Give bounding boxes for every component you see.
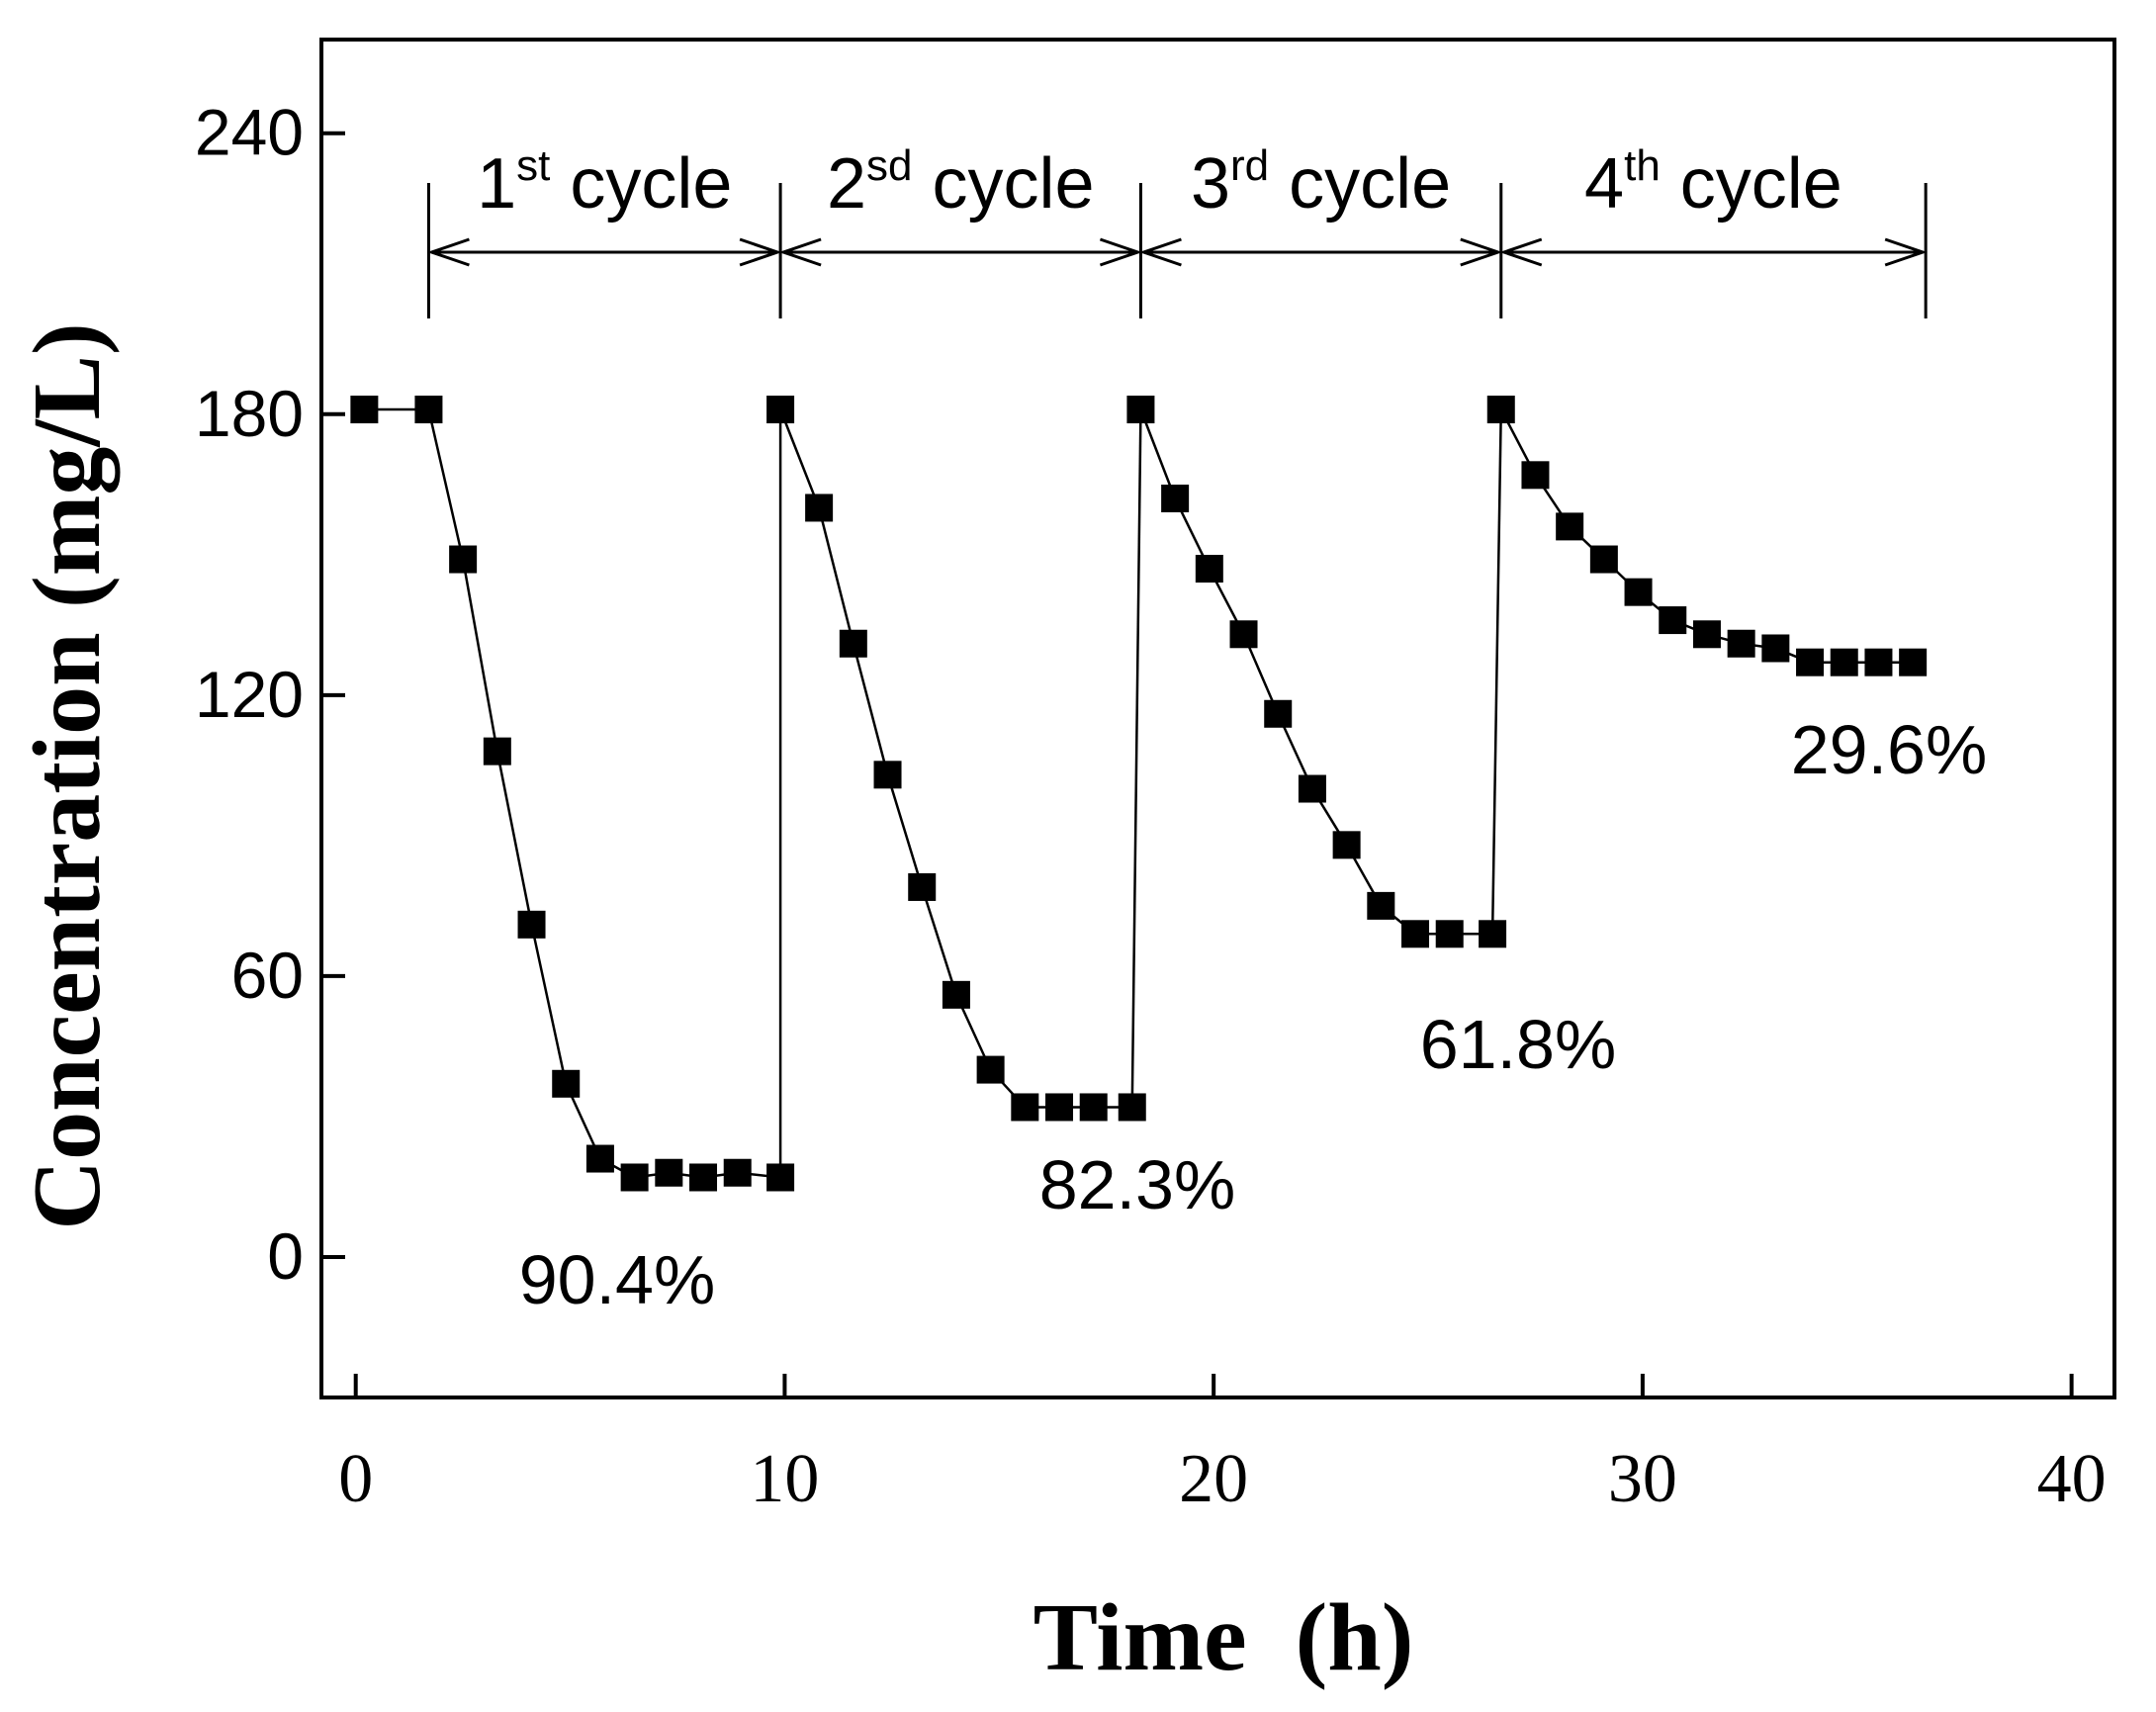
series-line-1 (364, 407, 781, 1179)
data-point-c4-4 (1624, 578, 1653, 606)
data-point-c3-10 (1479, 920, 1507, 948)
x-tick-label-4: 40 (2037, 1441, 2107, 1517)
y-tick-label-4: 240 (195, 96, 304, 169)
data-point-c3-2 (1195, 554, 1223, 583)
data-point-c2-5 (942, 980, 970, 1009)
data-point-c4-9 (1796, 648, 1825, 676)
data-point-c4-12 (1899, 648, 1928, 676)
cycle-1-removal: 90.4% (519, 1241, 715, 1318)
cycle-arrowhead-right-3 (1460, 237, 1503, 267)
data-point-c3-9 (1435, 920, 1464, 948)
series-line-3 (1139, 408, 1493, 936)
y-axis-label: Concentration (mg/L) (14, 322, 121, 1229)
data-point-c4-3 (1589, 545, 1618, 574)
data-point-c2-0 (766, 396, 795, 424)
cycle-arrowhead-right-1 (739, 237, 782, 267)
cycle-arrowhead-left-2 (778, 237, 822, 267)
data-point-c2-9 (1079, 1093, 1108, 1122)
data-point-c3-4 (1264, 699, 1293, 728)
data-point-c3-7 (1367, 891, 1395, 920)
data-point-c2-10 (1118, 1093, 1146, 1122)
data-point-c1-10 (723, 1158, 752, 1187)
cycle-arrowhead-left-1 (426, 237, 470, 267)
y-tick-label-0: 0 (267, 1219, 304, 1293)
cycle-reset-line-2 (1130, 409, 1142, 1108)
data-point-c3-6 (1332, 831, 1361, 859)
cycle-label-2: 2sd cycle (827, 141, 1095, 224)
data-point-c2-3 (873, 761, 902, 789)
cycle-arrowhead-left-3 (1138, 237, 1182, 267)
data-point-c2-4 (908, 872, 937, 901)
x-tick-label-0: 0 (338, 1441, 373, 1517)
data-point-c2-8 (1045, 1093, 1074, 1122)
cycle-reset-line-3 (1490, 409, 1503, 935)
data-point-c4-11 (1864, 648, 1893, 676)
cycle-arrowhead-left-4 (1499, 237, 1543, 267)
data-point-c4-6 (1692, 620, 1721, 649)
y-tick-label-1: 60 (231, 939, 304, 1012)
x-tick-label-2: 20 (1179, 1441, 1248, 1517)
cycle-4-removal: 29.6% (1791, 711, 1987, 788)
data-point-c1-3 (483, 737, 511, 766)
data-point-c2-6 (976, 1055, 1005, 1084)
cycle-arrowhead-right-4 (1884, 237, 1928, 267)
x-tick-label-3: 30 (1608, 1441, 1677, 1517)
data-point-c2-7 (1011, 1093, 1039, 1122)
data-point-c3-3 (1229, 620, 1258, 649)
data-point-c1-0 (350, 396, 379, 424)
data-point-c1-8 (655, 1158, 683, 1187)
data-point-c4-10 (1830, 648, 1858, 676)
data-point-c1-2 (449, 545, 478, 574)
data-point-c2-1 (805, 494, 834, 522)
data-point-c1-5 (552, 1069, 581, 1098)
data-point-c4-1 (1521, 461, 1550, 490)
data-point-c1-1 (414, 396, 443, 424)
y-tick-label-2: 120 (195, 658, 304, 731)
cycle-2-removal: 82.3% (1039, 1146, 1235, 1223)
data-point-c3-0 (1126, 396, 1155, 424)
y-tick-label-3: 180 (195, 377, 304, 450)
data-point-c1-6 (585, 1144, 614, 1173)
data-point-c1-4 (517, 910, 546, 939)
data-point-c3-1 (1161, 484, 1190, 512)
data-point-c4-7 (1727, 629, 1755, 658)
cycle-label-3: 3rd cycle (1191, 141, 1451, 224)
data-point-c1-9 (689, 1163, 718, 1192)
cycle-arrowhead-right-2 (1099, 237, 1143, 267)
x-tick-label-1: 10 (750, 1441, 819, 1517)
data-point-c3-5 (1298, 774, 1326, 803)
data-point-c4-2 (1556, 512, 1584, 541)
x-axis-label: Time (h) (1033, 1584, 1414, 1691)
cycle-label-1: 1st cycle (477, 141, 732, 224)
data-point-c2-2 (839, 629, 867, 658)
data-point-c4-8 (1761, 634, 1790, 663)
data-point-c3-8 (1401, 920, 1430, 948)
plot-frame (319, 38, 2116, 1399)
data-point-c4-5 (1659, 606, 1687, 635)
data-point-c4-0 (1486, 396, 1515, 424)
data-point-c1-7 (620, 1163, 649, 1192)
cycle-label-4: 4th cycle (1584, 141, 1842, 224)
data-point-c1-11 (766, 1163, 795, 1192)
cycle-3-removal: 61.8% (1420, 1006, 1616, 1083)
